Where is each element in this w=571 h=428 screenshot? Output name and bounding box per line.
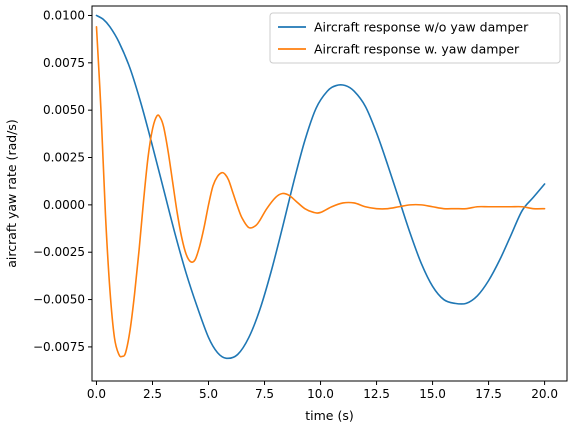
x-tick-label: 10.0 [307,387,334,401]
y-tick-label: −0.0050 [33,293,85,307]
x-tick-label: 12.5 [363,387,390,401]
series-line-2 [95,26,546,358]
x-tick-label: 5.0 [199,387,218,401]
y-axis-label: aircraft yaw rate (rad/s) [4,119,19,268]
y-tick-label: −0.0025 [33,245,85,259]
legend-label-1: Aircraft response w/o yaw damper [314,20,529,35]
x-tick-label: 2.5 [143,387,162,401]
x-tick-label: 0.0 [87,387,106,401]
x-tick-label: 20.0 [531,387,558,401]
y-tick-label: 0.0000 [43,198,85,212]
series-line-1 [95,14,546,360]
x-axis: 0.0 2.5 5.0 7.5 10.0 12.5 15.0 17.5 20.0 [87,381,558,401]
y-tick-label: 0.0025 [43,151,85,165]
legend: Aircraft response w/o yaw damper Aircraft… [269,12,561,64]
legend-label-2: Aircraft response w. yaw damper [314,42,520,57]
x-tick-label: 15.0 [419,387,446,401]
x-axis-label: time (s) [305,408,353,423]
y-tick-label: 0.0075 [43,56,85,70]
x-tick-label: 17.5 [475,387,502,401]
axes-frame [91,5,568,382]
legend-box [269,12,561,64]
y-tick-label: 0.0100 [43,8,85,22]
x-tick-label: 7.5 [255,387,274,401]
series-layer [95,14,546,360]
y-axis: −0.0075 −0.0050 −0.0025 0.0000 0.0025 0.0050 0… [33,8,92,354]
y-tick-label: 0.0050 [43,103,85,117]
y-tick-label: −0.0075 [33,340,85,354]
